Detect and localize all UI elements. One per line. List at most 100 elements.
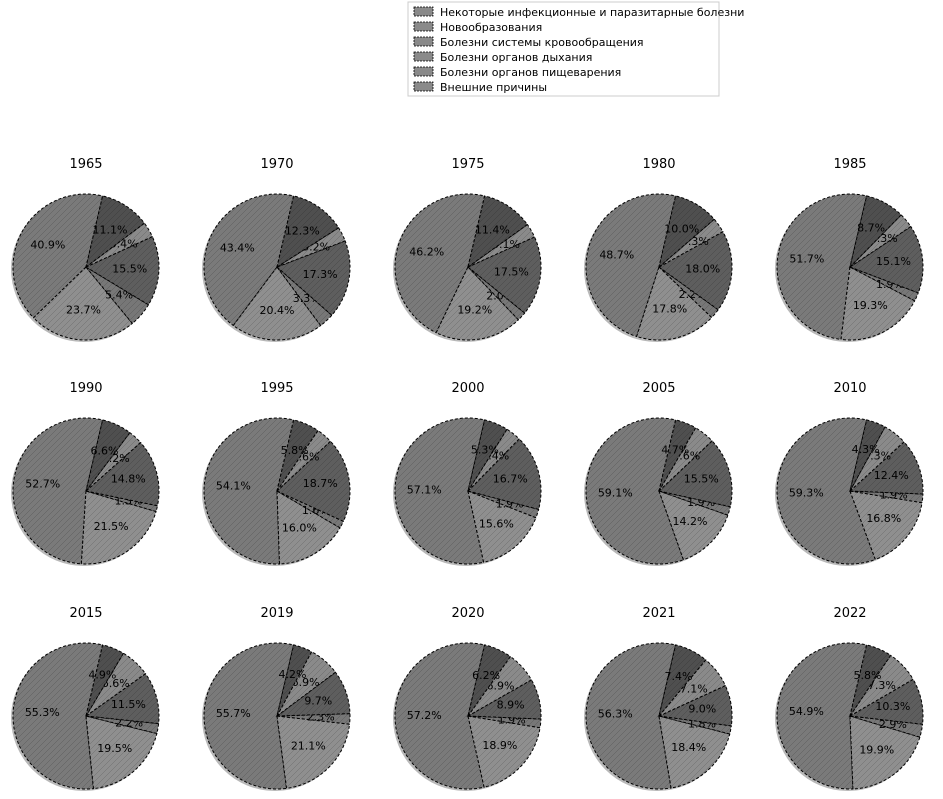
- pie-label: 6.9%: [487, 680, 515, 693]
- pie-label: 16.8%: [866, 512, 901, 525]
- pie-slice-hatch: [12, 642, 103, 789]
- pie-label: 18.7%: [303, 477, 338, 490]
- pie-slice-hatch: [12, 193, 103, 318]
- legend: Некоторые инфекционные и паразитарные бо…: [407, 1, 744, 97]
- pie-slice-hatch: [86, 419, 130, 491]
- pie-slice-hatch: [277, 491, 344, 528]
- pie-label: 4.3%: [852, 443, 880, 456]
- pie-slice-hatch: [468, 491, 539, 518]
- pie-label: 19.3%: [853, 299, 888, 312]
- pie-label: 15.6%: [479, 517, 514, 530]
- pie-slice-hatch: [468, 224, 535, 267]
- pie-slice-hatch: [204, 643, 294, 790]
- pie-label: 16.7%: [493, 472, 528, 485]
- pie-slice-hatch: [277, 430, 331, 491]
- pie-title: 2000: [451, 381, 484, 396]
- pie-label: 9.7%: [304, 695, 332, 708]
- pie-slice-hatch: [659, 644, 706, 716]
- pie-slice-hatch: [233, 267, 321, 341]
- pie-slice-hatch: [850, 419, 886, 491]
- pie-slice-hatch: [659, 419, 696, 491]
- pie-label: 59.3%: [789, 487, 824, 500]
- pie-slice-hatch: [659, 491, 731, 516]
- pie-slice-hatch: [777, 418, 876, 565]
- legend-swatch: [413, 6, 434, 17]
- pie-slice-hatch: [850, 441, 924, 495]
- pie-slice-hatch: [659, 716, 732, 734]
- pie-label: 15.1%: [876, 255, 911, 268]
- pie-slice-hatch: [468, 679, 542, 720]
- pie-slice-hatch: [850, 226, 924, 293]
- pie-label: 48.7%: [599, 248, 634, 261]
- legend-entry: Новообразования: [440, 21, 542, 34]
- pie-slice-hatch: [86, 653, 146, 716]
- pie-label: 5.8%: [854, 669, 882, 682]
- pie-label: 55.3%: [25, 706, 60, 719]
- legend-entry: Болезни системы кровообращения: [440, 36, 644, 49]
- pie-slice-hatch: [468, 644, 511, 716]
- pie-slice-hatch: [395, 194, 485, 333]
- pie-label: 57.1%: [407, 484, 442, 497]
- pie-title: 1990: [69, 381, 102, 396]
- pie-label: 4.2%: [279, 668, 307, 681]
- pie-label: 43.4%: [220, 242, 255, 255]
- pie-slice-hatch: [850, 716, 923, 738]
- pie-slice-hatch: [659, 659, 726, 716]
- pie-slice-hatch: [659, 427, 713, 491]
- pie-label: 11.1%: [93, 223, 128, 236]
- pie-label: 20.4%: [260, 304, 295, 317]
- pie-label: 15.5%: [684, 472, 719, 485]
- pie-label: 17.3%: [303, 268, 338, 281]
- pie-label: 9.0%: [688, 703, 716, 716]
- pie-slice-hatch: [277, 240, 351, 316]
- pie-slice-hatch: [277, 419, 318, 491]
- pie-slice-hatch: [659, 231, 732, 310]
- pie-label: 10.3%: [875, 700, 910, 713]
- pie-slice-hatch: [850, 491, 923, 560]
- pie-slice-hatch: [86, 236, 159, 305]
- pie-slice-hatch: [86, 195, 145, 267]
- pie-slice-hatch: [468, 438, 542, 510]
- pie-title: 2019: [260, 606, 293, 621]
- pie-label: 11.4%: [475, 224, 510, 237]
- pie-slice-hatch: [86, 432, 141, 491]
- pie-slice-hatch: [659, 491, 728, 560]
- pie-slice-hatch: [86, 223, 153, 267]
- pie-label: 23.7%: [66, 304, 101, 317]
- pie-slice-hatch: [850, 655, 914, 716]
- pie-slice-hatch: [586, 418, 684, 565]
- legend-swatch: [413, 21, 434, 32]
- pie-slice-hatch: [636, 267, 712, 341]
- pie-slice-hatch: [850, 267, 919, 301]
- pie-label: 11.5%: [111, 698, 146, 711]
- pie-slice-hatch: [277, 672, 350, 716]
- pie-slice-hatch: [468, 716, 541, 728]
- pie-slice-hatch: [468, 236, 541, 314]
- pie-label: 6.2%: [472, 669, 500, 682]
- pie-title: 1980: [642, 157, 675, 172]
- pie-label: 5.8%: [281, 444, 309, 457]
- pie-slice-hatch: [12, 417, 103, 564]
- pie-slice-hatch: [850, 491, 923, 503]
- pie-slice-hatch: [277, 644, 312, 716]
- pie-slice-hatch: [659, 267, 719, 318]
- pie-slice-hatch: [86, 442, 160, 506]
- pie-slice-hatch: [585, 193, 676, 337]
- pie-slice-hatch: [468, 656, 532, 716]
- pie-slice-hatch: [277, 267, 332, 326]
- pie-label: 6.9%: [292, 676, 320, 689]
- pie-label: 14.2%: [673, 515, 708, 528]
- pie-label: 59.1%: [598, 486, 633, 499]
- legend-entry: Болезни органов пищеварения: [440, 66, 621, 79]
- pie-label: 6.6%: [91, 444, 119, 457]
- pie-slice-hatch: [81, 491, 157, 564]
- pie-label: 7.3%: [868, 679, 896, 692]
- pie-slice-hatch: [659, 440, 732, 507]
- pie-slice-hatch: [86, 267, 149, 324]
- pie-slice-hatch: [86, 716, 157, 789]
